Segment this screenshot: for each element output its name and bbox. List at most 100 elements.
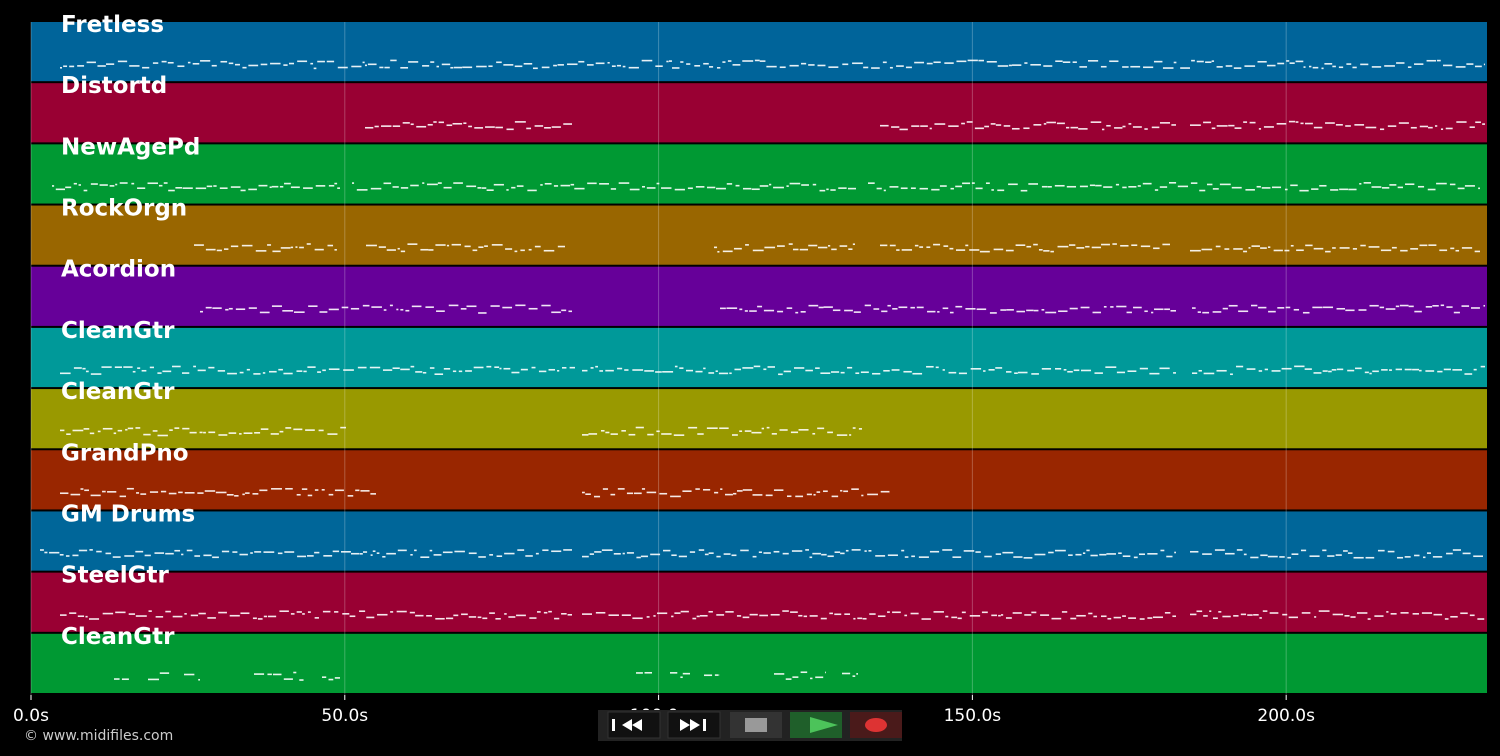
note [1328, 370, 1332, 373]
note [1131, 244, 1138, 247]
note [753, 365, 761, 368]
note [392, 367, 400, 370]
note [1203, 121, 1212, 124]
note [85, 370, 89, 373]
note [1160, 549, 1165, 552]
note [688, 426, 698, 429]
note [1248, 247, 1251, 249]
note [1222, 307, 1228, 310]
note [991, 614, 997, 617]
note [259, 311, 270, 314]
note [1313, 372, 1322, 374]
note [314, 248, 324, 251]
note [827, 245, 831, 247]
note [1301, 612, 1311, 614]
note [939, 185, 947, 187]
note [1159, 367, 1170, 370]
note [966, 121, 973, 123]
stop-button[interactable] [730, 712, 782, 738]
note [1410, 126, 1417, 129]
note [716, 614, 725, 616]
note [1212, 617, 1218, 620]
note [990, 123, 996, 125]
note [689, 551, 696, 553]
note [1120, 244, 1129, 247]
note [669, 60, 672, 62]
note [1233, 615, 1239, 617]
note [961, 122, 965, 125]
record-button[interactable] [850, 712, 902, 738]
note [1258, 306, 1267, 309]
note [189, 431, 197, 434]
note [1068, 554, 1073, 556]
note [351, 65, 362, 68]
rewind-button[interactable] [607, 711, 661, 739]
note [285, 487, 293, 490]
note [626, 552, 634, 554]
note [490, 305, 500, 307]
note [360, 490, 370, 492]
note [624, 369, 629, 371]
note [557, 245, 565, 248]
note [143, 433, 151, 436]
note [605, 369, 614, 372]
note [610, 493, 616, 496]
note [355, 489, 360, 492]
note [1139, 618, 1145, 620]
note [1013, 556, 1023, 558]
note [83, 189, 88, 192]
note [390, 611, 394, 613]
note [1205, 61, 1212, 64]
note [751, 188, 760, 191]
note [1455, 249, 1460, 252]
note [543, 611, 548, 614]
note [965, 244, 969, 247]
note [272, 250, 281, 253]
note [155, 616, 164, 618]
note [984, 555, 992, 558]
notes [40, 59, 1485, 681]
note [396, 610, 407, 613]
forward-button[interactable] [667, 711, 721, 739]
note [1428, 126, 1433, 129]
note [1437, 370, 1443, 373]
note [687, 187, 693, 190]
note [1026, 309, 1034, 312]
note [944, 62, 954, 64]
note [1284, 249, 1290, 252]
note [1000, 309, 1007, 311]
note [514, 65, 523, 68]
note [979, 250, 990, 253]
note [801, 62, 807, 65]
note [1407, 66, 1412, 68]
note [96, 550, 102, 553]
note [1421, 612, 1433, 614]
note [1287, 556, 1292, 559]
note [1345, 125, 1351, 127]
note [135, 427, 141, 429]
note [871, 67, 880, 69]
note [724, 493, 733, 496]
note [729, 372, 732, 375]
note [770, 613, 780, 616]
note [1033, 243, 1038, 246]
note [410, 123, 414, 126]
note [801, 184, 809, 186]
note [1322, 370, 1328, 372]
note [382, 555, 386, 558]
note [600, 429, 605, 432]
note [1020, 189, 1028, 192]
note [666, 60, 669, 63]
note [1419, 125, 1429, 128]
note [115, 183, 118, 186]
note [899, 128, 908, 131]
note [117, 429, 123, 432]
note [737, 490, 743, 492]
note [1384, 65, 1395, 67]
note [1325, 122, 1335, 124]
note [255, 250, 267, 252]
note [1216, 66, 1223, 68]
play-button[interactable] [790, 712, 842, 738]
note [351, 552, 360, 555]
note [1216, 369, 1227, 372]
